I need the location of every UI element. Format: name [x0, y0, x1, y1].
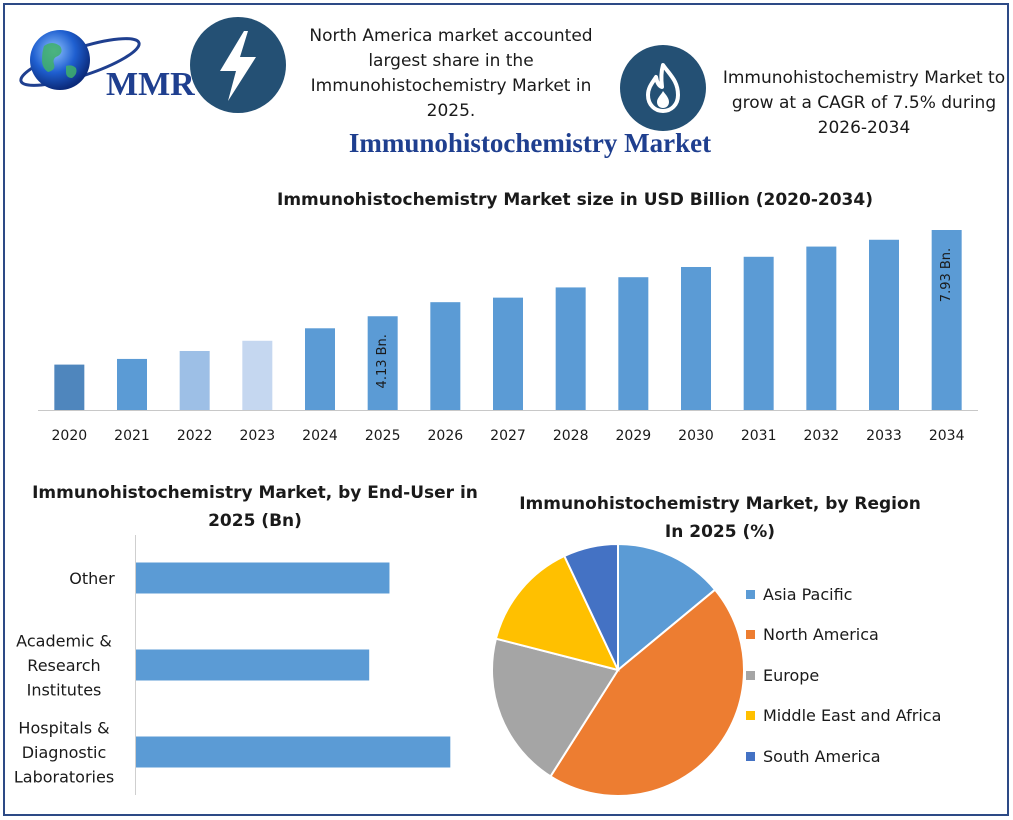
logo-text: MMR [106, 66, 195, 103]
enduser-chart-title: Immunohistochemistry Market, by End-User… [32, 483, 478, 531]
pie-slice-asia-pacific [617, 542, 717, 673]
north-america-note: North America market accounted largest s… [309, 26, 593, 121]
legend-label: South America [763, 746, 881, 766]
mmr-logo: MMR [18, 22, 195, 103]
legend-item: Europe [746, 655, 941, 696]
x-tick-label: 2030 [678, 428, 714, 444]
enduser-bar-chart: Other Academic & Research Institutes Hospita… [14, 535, 451, 795]
bar-2031 [743, 256, 774, 410]
x-tick-label: 2027 [490, 428, 526, 444]
x-tick-label: 2029 [616, 428, 652, 444]
enduser-category-label: Hospitals & Diagnostic Laboratories [14, 719, 114, 787]
bar-2028 [555, 287, 586, 410]
region-legend: Asia Pacific North America Europe Middle Ea… [746, 574, 941, 777]
flame-icon [620, 45, 706, 131]
bar-chart-title: Immunohistochemistry Market size in USD … [277, 190, 873, 210]
x-tick-label: 2022 [177, 428, 213, 444]
legend-swatch [746, 711, 755, 721]
enduser-category-label: Other [69, 569, 115, 588]
x-tick-label: 2020 [52, 428, 88, 444]
bar-2029 [618, 277, 649, 410]
bar-2022 [179, 350, 210, 410]
bar-2021 [117, 358, 147, 410]
globe-icon [19, 30, 141, 90]
legend-item: South America [746, 736, 941, 777]
x-tick-label: 2025 [365, 428, 401, 444]
bar-2026 [430, 302, 461, 410]
x-tick-label: 2023 [240, 428, 276, 444]
legend-label: Middle East and Africa [763, 706, 942, 726]
bar-2025 [367, 316, 398, 410]
legend-swatch [746, 670, 755, 680]
bar-data-label: 7.93 Bn. [939, 248, 954, 302]
region-pie-chart [491, 542, 745, 797]
legend-item: Middle East and Africa [746, 696, 941, 737]
bar-data-label: 4.13 Bn. [375, 334, 390, 388]
enduser-bar [136, 562, 390, 594]
x-tick-label: 2032 [804, 428, 840, 444]
bar-2034 [931, 230, 962, 410]
bar-2033 [869, 239, 899, 410]
x-tick-label: 2033 [866, 428, 902, 444]
bar-2027 [493, 297, 523, 410]
bar-2020 [54, 364, 85, 410]
infographic-frame [3, 3, 1009, 816]
pie-slice-middle-east-and-africa [494, 554, 620, 672]
lightning-bolt-icon [190, 17, 286, 113]
bar-2023 [242, 340, 273, 410]
enduser-category-label: Academic & Research Institutes [16, 632, 112, 700]
legend-item: Asia Pacific [746, 574, 941, 615]
legend-item: North America [746, 615, 941, 656]
bar-2032 [806, 246, 837, 410]
x-tick-label: 2026 [428, 428, 464, 444]
region-chart-title: Immunohistochemistry Market, by Region I… [519, 494, 921, 542]
bar-2024 [305, 328, 335, 410]
x-tick-label: 2024 [302, 428, 338, 444]
legend-swatch [746, 630, 755, 640]
enduser-bar [136, 649, 370, 681]
legend-label: North America [763, 625, 879, 645]
legend-swatch [746, 751, 755, 761]
pie-slice-south-america [563, 542, 619, 671]
pie-slice-europe [491, 637, 620, 778]
pie-slice-north-america [549, 588, 745, 797]
legend-label: Europe [763, 665, 820, 685]
x-tick-label: 2021 [114, 428, 150, 444]
x-tick-label: 2031 [741, 428, 777, 444]
x-tick-label: 2028 [553, 428, 589, 444]
cagr-note: Immunohistochemistry Market to grow at a… [722, 68, 1006, 138]
legend-swatch [746, 589, 755, 599]
main-title: Immunohistochemistry Market [348, 128, 712, 158]
bar-2030 [681, 266, 711, 410]
x-tick-label: 2034 [929, 428, 965, 444]
market-size-bar-chart: 2020 2021 2022 2023 2024 2025 4.13 Bn. 2026 2027… [38, 230, 978, 444]
enduser-bar [136, 736, 451, 768]
legend-label: Asia Pacific [763, 584, 853, 604]
